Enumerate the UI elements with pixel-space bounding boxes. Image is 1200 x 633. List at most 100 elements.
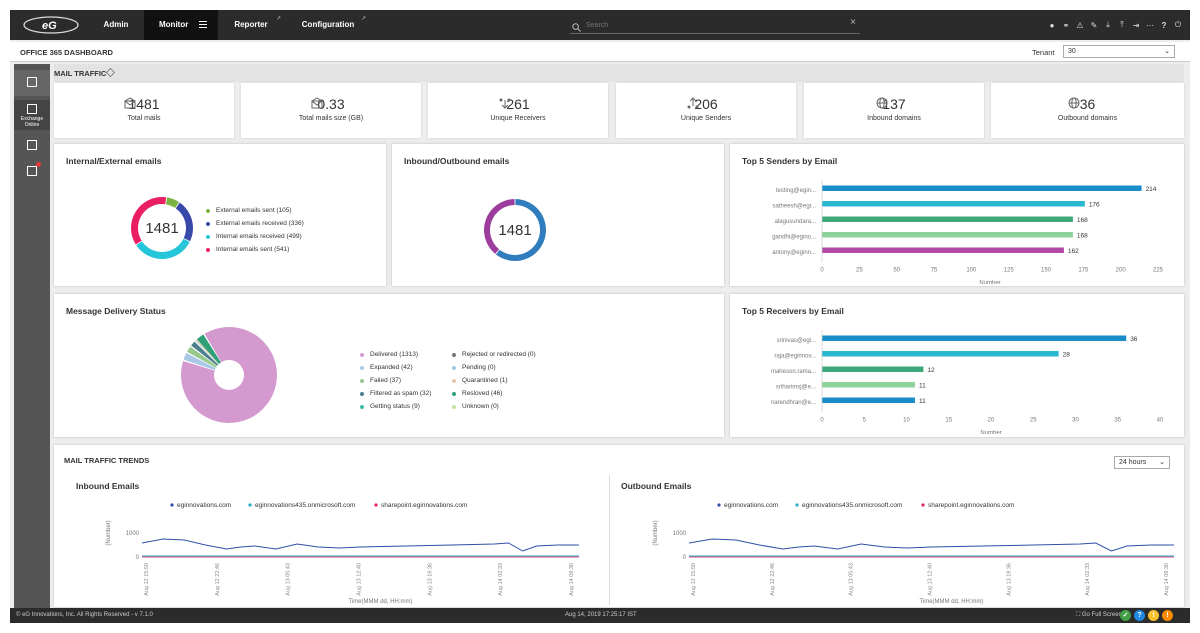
status-critical-icon[interactable]: ! — [1162, 610, 1173, 621]
bar-category-label: srinivas@egi... — [777, 338, 817, 344]
x-tick-label: 0 — [820, 418, 824, 424]
legend-item[interactable]: Rejected or redirected (0) — [452, 348, 536, 361]
x-tick-label: Aug 14 02:33 — [1085, 563, 1091, 596]
alerts-icon[interactable]: ⚠ — [1076, 20, 1084, 30]
bar-value-label: 28 — [1063, 352, 1071, 359]
legend-swatch — [206, 221, 210, 226]
inbound-outbound-donut[interactable] — [482, 197, 548, 263]
help-icon[interactable]: ? — [1161, 20, 1167, 30]
panel-top-senders: Top 5 Senders by Email testing@egin... 21… — [730, 144, 1184, 286]
pie-slice[interactable] — [195, 339, 219, 365]
dashboard-header: OFFICE 365 DASHBOARD Tenant 30 ⌄ — [10, 42, 1190, 62]
legend-item[interactable]: Resloved (46) — [452, 387, 536, 400]
tab-reporter[interactable]: Reporter — [226, 10, 276, 40]
bar[interactable] — [822, 247, 1064, 254]
clear-search-icon[interactable]: × — [850, 17, 856, 28]
legend-swatch — [360, 404, 364, 409]
sidebar-item-exchange[interactable]: Exchange Online — [14, 100, 50, 130]
pie-slice[interactable] — [186, 346, 217, 368]
legend-item[interactable]: External emails received (336) — [206, 217, 304, 230]
donut-segment[interactable] — [495, 199, 546, 261]
tab-configuration[interactable]: Configuration — [292, 10, 364, 40]
tab-monitor[interactable]: Monitor — [144, 10, 218, 40]
legend-item[interactable]: Internal emails sent (541) — [206, 243, 304, 256]
donut-segment[interactable] — [136, 238, 190, 259]
delivery-donut[interactable] — [180, 326, 278, 424]
left-sidebar: Exchange Online — [14, 64, 50, 608]
pie-slice[interactable] — [183, 353, 216, 371]
panel-title: Inbound/Outbound emails — [404, 156, 510, 166]
series-line[interactable] — [141, 538, 579, 552]
power-icon[interactable]: ⏻ — [1174, 20, 1182, 29]
legend-label[interactable]: sharepoint.eginnovations.com — [928, 502, 1014, 509]
link-icon[interactable]: ⚭ — [1062, 20, 1070, 30]
legend-item[interactable]: Expanded (42) — [360, 361, 431, 374]
full-screen-button[interactable]: ⛶ Go Full Screen — [1076, 612, 1122, 619]
tab-admin[interactable]: Admin — [94, 10, 138, 40]
status-warning-icon[interactable]: ! — [1148, 610, 1159, 621]
legend-item[interactable]: Filtered as spam (32) — [360, 387, 431, 400]
status-ok-icon[interactable]: ✓ — [1120, 610, 1131, 621]
donut-segment[interactable] — [175, 202, 193, 242]
bar[interactable] — [822, 366, 924, 373]
bar[interactable] — [822, 335, 1127, 342]
sidebar-item-teams[interactable] — [14, 136, 50, 156]
pie-slice[interactable] — [191, 341, 219, 366]
fullscreen-icon: ⛶ — [1076, 612, 1082, 618]
bar[interactable] — [822, 185, 1142, 192]
tools-icon[interactable]: ✎ — [1090, 20, 1098, 30]
legend-label[interactable]: eginnovations.com — [177, 502, 231, 509]
timestamp: Aug 14, 2019 17:25:17 IST — [565, 612, 637, 618]
legend-label[interactable]: eginnovations435.onmicrosoft.com — [802, 502, 902, 509]
bar[interactable] — [822, 216, 1073, 223]
x-tick-label: Aug 14 02:33 — [498, 563, 504, 596]
legend-label[interactable]: sharepoint.eginnovations.com — [381, 502, 467, 509]
legend-item[interactable]: Delivered (1313) — [360, 348, 431, 361]
legend-label[interactable]: eginnovations435.onmicrosoft.com — [255, 502, 355, 509]
panel-mail-traffic-trends: MAIL TRAFFIC TRENDS 24 hours ⌄ Inbound E… — [54, 445, 1184, 607]
donut-segment[interactable] — [165, 197, 180, 208]
series-line[interactable] — [688, 538, 1174, 552]
pie-slice[interactable] — [196, 334, 221, 364]
eg-logo[interactable]: eG — [22, 14, 80, 36]
upload-icon[interactable]: ⤒ — [1120, 20, 1124, 29]
legend-item[interactable]: Getting status (9) — [360, 400, 431, 413]
legend-label: Internal emails received (499) — [216, 233, 302, 240]
sidebar-item-report[interactable] — [14, 162, 50, 182]
x-tick-label: Aug 13 19:36 — [427, 563, 433, 596]
legend-item[interactable]: Unknown (0) — [452, 400, 536, 413]
bar[interactable] — [822, 351, 1059, 357]
bar[interactable] — [822, 382, 915, 388]
more-icon[interactable]: ⋯ — [1146, 20, 1154, 30]
bar[interactable] — [822, 397, 915, 404]
senders-icon — [687, 97, 699, 109]
status-help-icon[interactable]: ? — [1134, 610, 1145, 621]
tenant-select[interactable]: 30 ⌄ — [1063, 45, 1175, 58]
bar[interactable] — [822, 201, 1085, 207]
download-icon[interactable]: ⤓ — [1106, 20, 1110, 29]
toolbar-icons: ● ⚭ ⚠ ✎ ⤓ ⤒ ⇥ ⋯ ? ⏻ — [1048, 10, 1182, 40]
donut-segment[interactable] — [131, 197, 167, 245]
x-tick-label: Aug 14 09:30 — [569, 563, 575, 596]
time-range-select[interactable]: 24 hours ⌄ — [1114, 456, 1170, 469]
legend-swatch — [360, 378, 364, 383]
legend-item[interactable]: External emails sent (105) — [206, 204, 304, 217]
legend-item[interactable]: Internal emails received (499) — [206, 230, 304, 243]
legend-label[interactable]: eginnovations.com — [724, 502, 778, 509]
internal-external-donut[interactable] — [130, 196, 194, 260]
bar[interactable] — [822, 232, 1073, 238]
user-icon[interactable]: ● — [1049, 20, 1055, 30]
search-box[interactable]: × — [570, 16, 860, 34]
legend-item[interactable]: Quarantined (1) — [452, 374, 536, 387]
x-tick-label: 225 — [1153, 268, 1164, 274]
search-input[interactable] — [586, 18, 836, 32]
donut-segment[interactable] — [484, 199, 515, 254]
logout-icon[interactable]: ⇥ — [1132, 20, 1140, 30]
bar-category-label: maheson.rama... — [771, 369, 816, 375]
pie-slice[interactable] — [195, 340, 219, 365]
legend-item[interactable]: Failed (37) — [360, 374, 431, 387]
sidebar-item-office[interactable] — [14, 70, 50, 96]
legend-item[interactable]: Pending (0) — [452, 361, 536, 374]
hamburger-menu-icon[interactable] — [199, 21, 207, 28]
pie-slice[interactable] — [181, 327, 277, 423]
